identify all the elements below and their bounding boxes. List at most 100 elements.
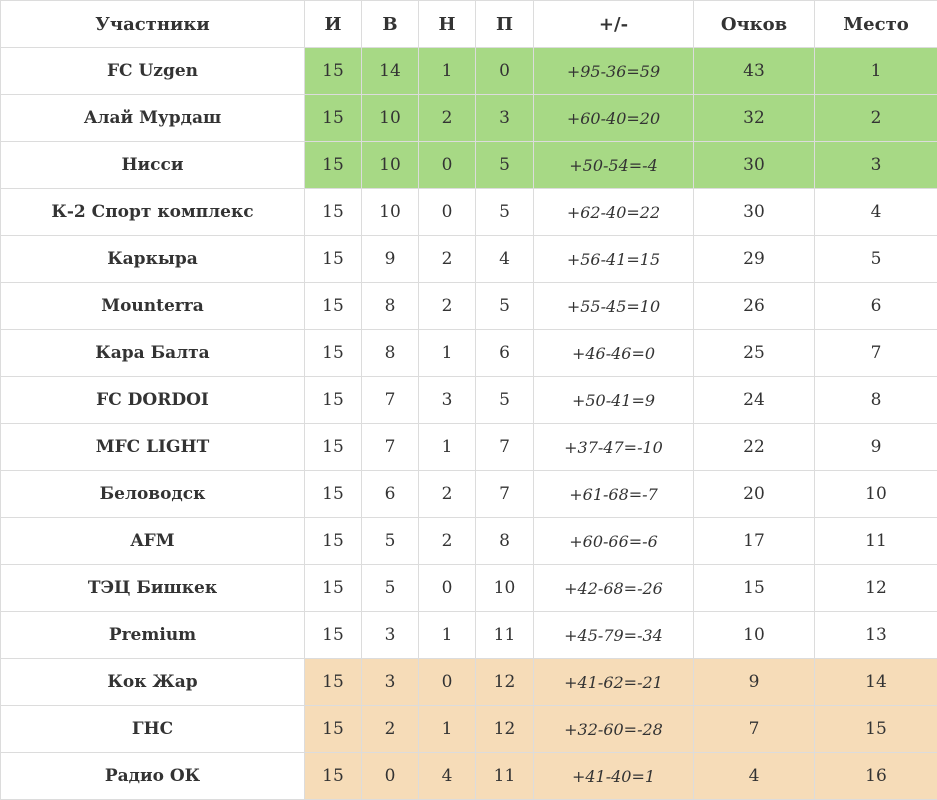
goal-diff-cell: +41-62=-21 [534,659,694,706]
wins-cell: 14 [362,48,419,95]
place-cell: 7 [815,330,937,377]
wins-cell: 10 [362,95,419,142]
losses-cell: 3 [476,95,534,142]
draws-cell: 2 [419,236,476,283]
games-played-cell: 15 [305,424,362,471]
place-cell: 3 [815,142,937,189]
team-name-cell: AFM [1,518,305,565]
place-cell: 9 [815,424,937,471]
points-cell: 29 [694,236,815,283]
place-cell: 1 [815,48,937,95]
wins-cell: 5 [362,565,419,612]
place-cell: 14 [815,659,937,706]
games-played-cell: 15 [305,471,362,518]
losses-cell: 5 [476,142,534,189]
losses-cell: 8 [476,518,534,565]
team-name-cell: К-2 Спорт комплекс [1,189,305,236]
draws-cell: 0 [419,142,476,189]
losses-cell: 12 [476,706,534,753]
team-name-cell: ГНС [1,706,305,753]
losses-cell: 5 [476,283,534,330]
header-losses: П [476,1,534,48]
draws-cell: 2 [419,518,476,565]
team-name-cell: Каркыра [1,236,305,283]
team-name-cell: MFC LIGHT [1,424,305,471]
team-name-cell: Premium [1,612,305,659]
points-cell: 26 [694,283,815,330]
points-cell: 17 [694,518,815,565]
header-points: Очков [694,1,815,48]
place-cell: 6 [815,283,937,330]
table-header: Участники И В Н П +/- Очков Место [1,1,937,48]
goal-diff-cell: +42-68=-26 [534,565,694,612]
points-cell: 43 [694,48,815,95]
points-cell: 9 [694,659,815,706]
team-name-cell: ТЭЦ Бишкек [1,565,305,612]
team-name-cell: Алай Мурдаш [1,95,305,142]
goal-diff-cell: +32-60=-28 [534,706,694,753]
points-cell: 15 [694,565,815,612]
games-played-cell: 15 [305,142,362,189]
losses-cell: 0 [476,48,534,95]
goal-diff-cell: +46-46=0 [534,330,694,377]
header-wins: В [362,1,419,48]
wins-cell: 7 [362,424,419,471]
header-team: Участники [1,1,305,48]
draws-cell: 2 [419,95,476,142]
team-name-cell: FC DORDOI [1,377,305,424]
losses-cell: 7 [476,471,534,518]
points-cell: 22 [694,424,815,471]
goal-diff-cell: +56-41=15 [534,236,694,283]
team-name-cell: FC Uzgen [1,48,305,95]
games-played-cell: 15 [305,283,362,330]
wins-cell: 3 [362,659,419,706]
goal-diff-cell: +60-66=-6 [534,518,694,565]
games-played-cell: 15 [305,95,362,142]
goal-diff-cell: +95-36=59 [534,48,694,95]
team-name-cell: Кок Жар [1,659,305,706]
wins-cell: 7 [362,377,419,424]
games-played-cell: 15 [305,48,362,95]
place-cell: 15 [815,706,937,753]
header-place: Место [815,1,937,48]
team-name-cell: Беловодск [1,471,305,518]
points-cell: 32 [694,95,815,142]
goal-diff-cell: +60-40=20 [534,95,694,142]
team-name-cell: Mounterra [1,283,305,330]
draws-cell: 1 [419,706,476,753]
draws-cell: 2 [419,471,476,518]
wins-cell: 10 [362,142,419,189]
games-played-cell: 15 [305,565,362,612]
games-played-cell: 15 [305,659,362,706]
losses-cell: 5 [476,377,534,424]
wins-cell: 5 [362,518,419,565]
place-cell: 11 [815,518,937,565]
goal-diff-cell: +62-40=22 [534,189,694,236]
team-name-cell: Нисси [1,142,305,189]
games-played-cell: 15 [305,753,362,800]
points-cell: 4 [694,753,815,800]
draws-cell: 0 [419,659,476,706]
points-cell: 30 [694,142,815,189]
draws-cell: 4 [419,753,476,800]
points-cell: 10 [694,612,815,659]
goal-diff-cell: +55-45=10 [534,283,694,330]
draws-cell: 1 [419,612,476,659]
header-goal-diff: +/- [534,1,694,48]
games-played-cell: 15 [305,612,362,659]
losses-cell: 10 [476,565,534,612]
games-played-cell: 15 [305,330,362,377]
